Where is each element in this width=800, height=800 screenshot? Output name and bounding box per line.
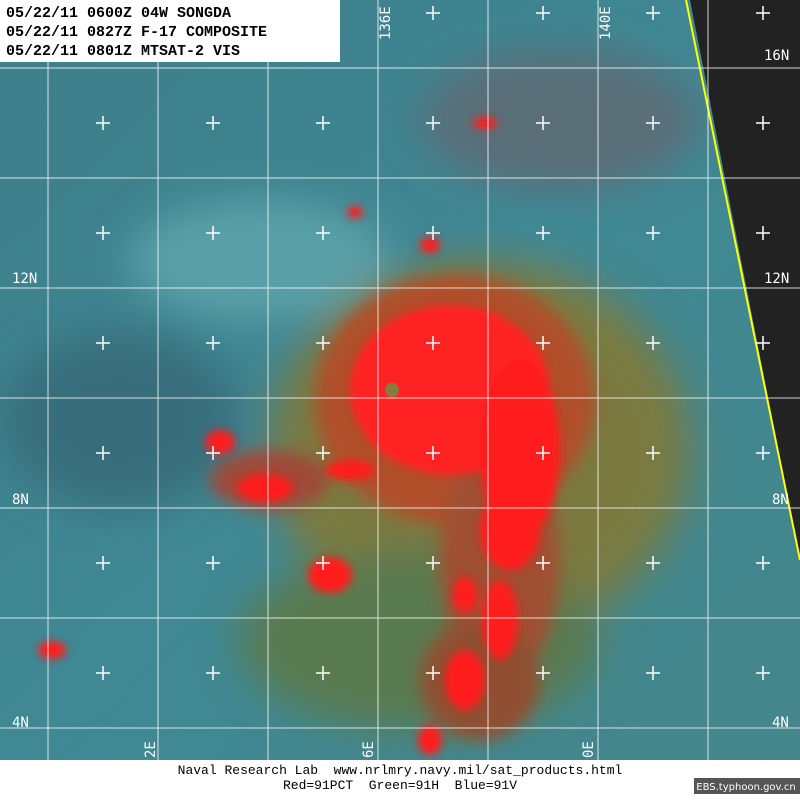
lon-label: 6E bbox=[361, 741, 377, 758]
footer-credit: Naval Research Lab www.nrlmry.navy.mil/s… bbox=[178, 763, 623, 778]
header-line: 05/22/11 0827Z F-17 COMPOSITE bbox=[6, 24, 267, 41]
watermark-box bbox=[694, 778, 800, 794]
lon-label: 140E bbox=[598, 6, 614, 40]
header-line: 05/22/11 0801Z MTSAT-2 VIS bbox=[6, 43, 240, 60]
footer-band bbox=[0, 760, 800, 800]
lat-label: 12N bbox=[764, 271, 789, 287]
footer-channels: Red=91PCT Green=91H Blue=91V bbox=[283, 778, 517, 793]
lat-label: 8N bbox=[772, 492, 789, 508]
lat-label: 4N bbox=[12, 715, 29, 731]
lat-label: 8N bbox=[12, 492, 29, 508]
watermark: EBS.typhoon.gov.cn bbox=[696, 782, 795, 793]
lat-label: 16N bbox=[764, 48, 789, 64]
swath-edge bbox=[685, 0, 800, 561]
lon-label: 136E bbox=[378, 6, 394, 40]
lat-label: 12N bbox=[12, 271, 37, 287]
header-line: 05/22/11 0600Z 04W SONGDA bbox=[6, 5, 231, 22]
lat-label: 4N bbox=[772, 715, 789, 731]
convection-core bbox=[38, 117, 560, 755]
header-box bbox=[0, 0, 340, 62]
grid bbox=[0, 0, 800, 760]
eye bbox=[385, 383, 399, 397]
lon-label: 0E bbox=[581, 741, 597, 758]
lon-label: 2E bbox=[143, 741, 159, 758]
